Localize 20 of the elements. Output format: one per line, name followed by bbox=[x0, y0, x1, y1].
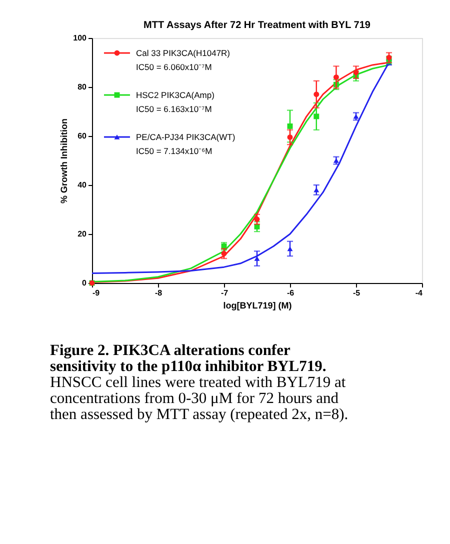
x-tick-label: -4 bbox=[415, 288, 424, 298]
x-tick-label: -8 bbox=[154, 288, 163, 298]
x-tick-label: -7 bbox=[220, 288, 229, 298]
caption: Figure 2. PIK3CA alterations confer sensitivity to the p110α inhibitor BYL719. bbox=[50, 342, 326, 375]
y-tick-label: 0 bbox=[82, 278, 88, 288]
legend-label: PE/CA-PJ34 PIK3CA(WT) IC50 = 7.134x10⁻⁶M bbox=[136, 132, 236, 156]
x-axis-title: log[BYL719] (M) bbox=[223, 300, 292, 310]
y-tick-label: 60 bbox=[78, 132, 88, 140]
x-tick-label: -9 bbox=[92, 288, 100, 298]
chart-title: MTT Assays After 72 Hr Treatment with BYL 719 bbox=[144, 20, 371, 31]
y-tick-label: 40 bbox=[78, 180, 88, 190]
legend-label: HSC2 PIK3CA(Amp) IC50 = 6.163x10⁻⁷M bbox=[136, 90, 215, 114]
x-tick-label: -5 bbox=[352, 288, 361, 298]
y-tick-label: 20 bbox=[78, 230, 88, 238]
y-tick-label: 100 bbox=[73, 34, 88, 42]
x-tick-label: -6 bbox=[286, 288, 295, 298]
y-axis-title: % Growth Inhibition bbox=[59, 118, 70, 204]
text: HNSCC cell lines were treated with BYL719 at concentrations from 0-30 μM for 72 hours and then assessed by MTT assay (repeated 2x, n=8). bbox=[50, 374, 348, 423]
y-tick-label: 80 bbox=[78, 82, 88, 92]
legend-label: Cal 33 PIK3CA(H1047R) IC50 = 6.060x10⁻⁷M bbox=[136, 48, 230, 72]
